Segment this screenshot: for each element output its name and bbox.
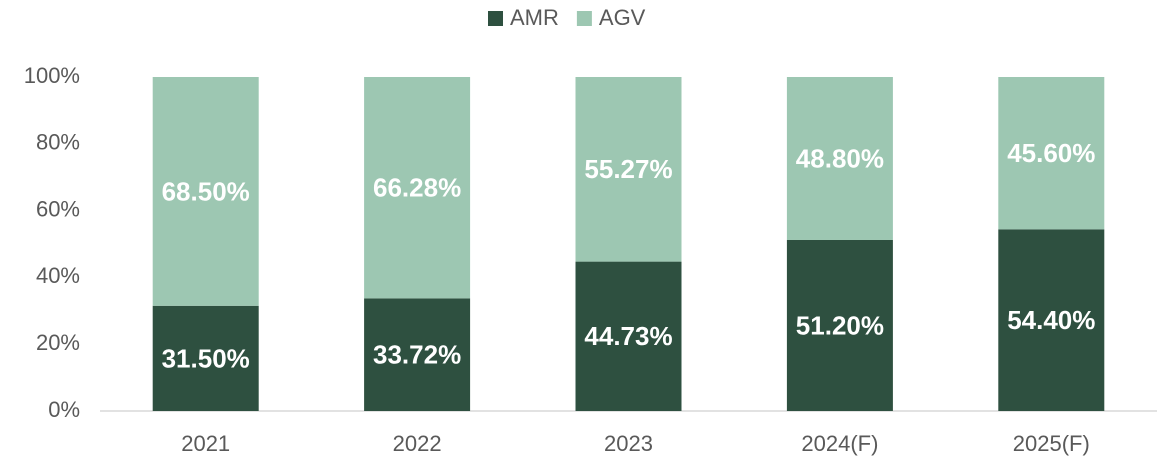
value-label: 55.27% bbox=[584, 154, 672, 184]
bar-segment bbox=[786, 239, 893, 411]
x-tick-label: 2023 bbox=[604, 431, 653, 456]
y-tick-label: 20% bbox=[36, 330, 80, 355]
bar-segment bbox=[998, 229, 1105, 411]
x-tick-label: 2022 bbox=[393, 431, 442, 456]
legend-label: AMR bbox=[510, 5, 559, 30]
legend-swatch bbox=[488, 11, 503, 26]
value-label: 51.20% bbox=[796, 310, 884, 340]
y-tick-label: 100% bbox=[24, 63, 80, 88]
value-label: 33.72% bbox=[373, 340, 461, 370]
y-tick-label: 40% bbox=[36, 263, 80, 288]
bar-segment bbox=[998, 77, 1105, 230]
value-label: 68.50% bbox=[162, 176, 250, 206]
value-label: 31.50% bbox=[162, 343, 250, 373]
bar-segment bbox=[152, 305, 259, 411]
legend-label: AGV bbox=[599, 5, 646, 30]
bar-segment bbox=[575, 261, 682, 411]
value-label: 48.80% bbox=[796, 143, 884, 173]
bar-segment bbox=[786, 77, 893, 240]
bar-segment bbox=[152, 77, 259, 306]
value-label: 54.40% bbox=[1007, 305, 1095, 335]
value-label: 66.28% bbox=[373, 173, 461, 203]
value-label: 44.73% bbox=[584, 321, 672, 351]
value-label: 45.60% bbox=[1007, 138, 1095, 168]
x-tick-label: 2024(F) bbox=[801, 431, 878, 456]
legend-swatch bbox=[576, 11, 592, 26]
bar-segment bbox=[364, 298, 471, 411]
y-tick-label: 80% bbox=[36, 130, 80, 155]
x-tick-label: 2021 bbox=[181, 431, 230, 456]
y-tick-label: 60% bbox=[36, 196, 80, 221]
y-tick-label: 0% bbox=[48, 397, 80, 422]
x-tick-label: 2025(F) bbox=[1013, 431, 1090, 456]
bar-segment bbox=[575, 77, 682, 262]
bar-segment bbox=[364, 77, 471, 299]
